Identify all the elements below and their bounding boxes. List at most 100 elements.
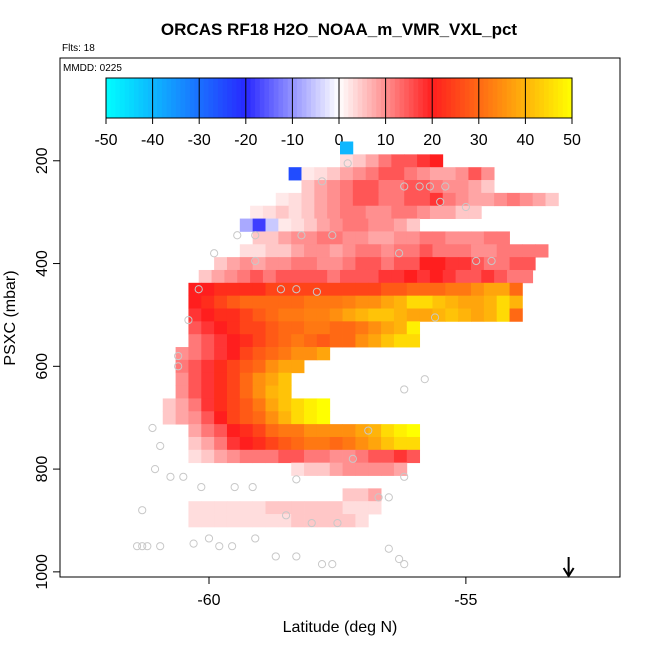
colorbar-swatch [325, 78, 331, 118]
heatmap-cell [316, 462, 331, 476]
heatmap-cell [432, 244, 446, 258]
heatmap-cell [355, 514, 369, 528]
heatmap-cell [314, 180, 328, 194]
heatmap-cell [278, 501, 292, 515]
heatmap-cell [342, 501, 356, 515]
heatmap-cell [432, 308, 446, 322]
sample-point [189, 539, 198, 548]
heatmap-cell [535, 244, 549, 258]
heatmap-cell [471, 295, 485, 309]
heatmap-cell [329, 436, 343, 451]
heatmap-cell [368, 244, 382, 258]
colorbar-tick-label: 10 [377, 132, 395, 149]
sample-point [281, 511, 291, 520]
colorbar-swatch [390, 78, 396, 118]
heatmap-cell [496, 244, 510, 258]
heatmap-cell [201, 424, 215, 438]
colorbar-swatch [460, 78, 466, 118]
heatmap-cell [429, 180, 444, 194]
sample-point [248, 482, 257, 492]
heatmap-cell [316, 231, 331, 245]
heatmap-cell [316, 308, 331, 322]
heatmap-cell [214, 282, 228, 297]
colorbar-swatch [273, 78, 280, 118]
heatmap-cell [391, 180, 405, 194]
sample-point [156, 542, 165, 551]
heatmap-cell [226, 372, 241, 386]
date-label: MMDD: 0225 [63, 63, 122, 74]
heatmap-cell [304, 231, 318, 245]
colorbar-swatch [474, 78, 480, 118]
sample-point [228, 542, 237, 551]
heatmap-cell [368, 436, 382, 451]
heatmap-cell [432, 282, 446, 297]
heatmap-cell [329, 321, 343, 335]
heatmap-cell [406, 436, 421, 451]
heatmap-cell [226, 385, 241, 399]
sample-point [400, 182, 409, 191]
heatmap-cell [378, 154, 392, 168]
heatmap-cell [381, 436, 395, 451]
colorbar-swatch [203, 78, 210, 118]
heatmap-cell [481, 167, 495, 181]
x-axis-label: Latitude (deg N) [283, 619, 398, 636]
colorbar-swatch [231, 78, 238, 118]
heatmap-cell [393, 424, 408, 438]
heatmap-cell [365, 205, 379, 219]
colorbar-swatch [180, 78, 186, 118]
heatmap-cell [226, 501, 241, 515]
heatmap-cell [368, 424, 382, 438]
heatmap-cell [226, 282, 241, 297]
heatmap-cell [301, 192, 315, 207]
heatmap-cell [301, 205, 315, 219]
heatmap-cell [214, 295, 228, 309]
heatmap-cell [494, 192, 508, 207]
colorbar-swatch [189, 78, 196, 118]
heatmap-cell [201, 295, 215, 309]
heatmap-cell [458, 295, 472, 309]
heatmap-cell [265, 501, 279, 515]
heatmap-cell [201, 359, 215, 374]
heatmap-cell [342, 449, 356, 464]
sample-point [374, 493, 383, 502]
heatmap-cell [355, 308, 369, 322]
heatmap-cell [250, 205, 264, 219]
heatmap-cell [265, 321, 279, 335]
sample-point [194, 285, 203, 294]
heatmap-cell [304, 321, 318, 335]
heatmap-cell [278, 359, 292, 374]
heatmap-cell [214, 436, 228, 451]
heatmap-cell [201, 372, 215, 386]
heatmap-cell [291, 462, 305, 476]
heatmap-cell [393, 295, 408, 309]
colorbar-swatch [264, 78, 270, 118]
colorbar-swatch [259, 78, 266, 118]
heatmap-cell [468, 269, 482, 284]
sample-point [420, 375, 429, 384]
heatmap-cell [406, 424, 421, 438]
heatmap-cell [455, 205, 469, 219]
heatmap-cell [304, 334, 318, 348]
heatmap-cell [188, 334, 202, 348]
colorbar-tick-label: -30 [188, 132, 211, 149]
heatmap-cell [301, 167, 315, 181]
heatmap-cell [214, 514, 228, 528]
colorbar-swatch [464, 78, 471, 118]
heatmap-cell [327, 180, 341, 194]
heatmap-cell [458, 257, 472, 271]
heatmap-cell [419, 244, 433, 258]
sample-point [292, 475, 301, 484]
colorbar-swatch [213, 78, 219, 118]
heatmap-cell [381, 334, 395, 348]
heatmap-cell [455, 269, 469, 284]
heatmap-cell [365, 269, 379, 284]
heatmap-cell [458, 308, 472, 322]
heatmap-cell [368, 501, 382, 515]
colorbar-swatch [320, 78, 326, 118]
heatmap-cell [239, 347, 254, 361]
sample-point [394, 249, 404, 258]
heatmap-cell [445, 257, 459, 271]
sample-point [156, 441, 165, 451]
heatmap-cell [265, 372, 279, 386]
colorbar-swatch [478, 78, 485, 118]
